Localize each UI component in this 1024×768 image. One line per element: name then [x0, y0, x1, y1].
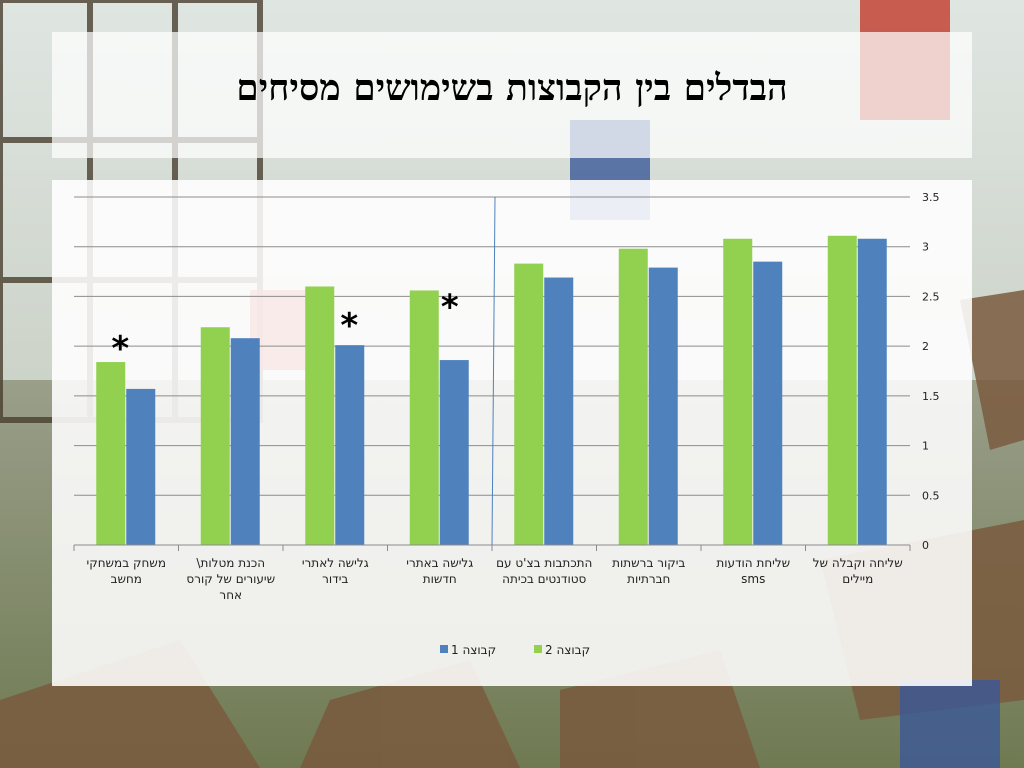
significance-star: *	[441, 287, 459, 327]
bar-group1	[439, 360, 469, 545]
x-category-label: משחק במשחקי	[87, 556, 166, 570]
legend-swatch-group1	[440, 645, 448, 653]
x-category-label: sms	[741, 572, 765, 586]
slide-title: הבדלים בין הקבוצות בשימושים מסיחים	[236, 67, 788, 109]
x-category-label: חדשות	[423, 572, 457, 586]
bar-group2	[514, 263, 544, 545]
bar-group2	[96, 362, 126, 545]
x-category-label: שליחת הודעות	[716, 556, 790, 570]
divider-line	[491, 196, 496, 546]
y-tick-label: 1.5	[922, 390, 940, 403]
legend-swatch-group2	[534, 645, 542, 653]
bar-group2	[618, 248, 648, 545]
x-category-label: ביקור ברשתות	[612, 556, 685, 570]
y-tick-label: 3.5	[922, 191, 940, 204]
title-panel	[52, 32, 972, 158]
x-category-label: מחשב	[111, 572, 142, 586]
x-category-label: חברתיות	[627, 572, 670, 586]
bar-group2	[200, 327, 230, 545]
legend-label-group2: קבוצה 2	[545, 643, 590, 657]
y-tick-label: 2	[922, 340, 929, 353]
bar-group1	[648, 267, 678, 545]
bar-group2	[305, 286, 335, 545]
x-category-label: התכתבות בצ'ט עם	[496, 556, 592, 570]
y-tick-label: 0.5	[922, 489, 940, 502]
x-category-label: שליחה וקבלה של	[813, 556, 903, 570]
bar-group2	[409, 290, 439, 545]
x-category-label: אחר	[219, 588, 242, 602]
bar-group2	[827, 235, 857, 545]
x-category-label: הכנת מטלות\	[196, 556, 265, 570]
y-tick-label: 2.5	[922, 290, 940, 303]
bar-chart: 0 0.5 1 1.5 2 2.5 3 3.5 שליחה וקבלה של מיילים שליח…	[73, 191, 940, 657]
legend-label-group1: קבוצה 1	[451, 643, 496, 657]
x-category-label: סטודנטים בכיתה	[502, 572, 586, 586]
x-category-label: מיילים	[842, 572, 873, 586]
x-category-label: גלישה לאתרי	[302, 556, 369, 570]
significance-star: *	[340, 306, 358, 346]
bar-group2	[723, 238, 753, 545]
x-category-label: שיעורים של קורס	[186, 572, 275, 586]
bar-group1	[857, 238, 887, 545]
bar-group1	[126, 388, 156, 545]
x-category-label: גלישה באתרי	[406, 556, 473, 570]
y-tick-label: 1	[922, 440, 929, 453]
x-category-label: בידור	[322, 572, 348, 586]
chart-panel: 0 0.5 1 1.5 2 2.5 3 3.5 שליחה וקבלה של מיילים שליח…	[52, 180, 972, 686]
y-tick-label: 3	[922, 241, 929, 254]
bar-group1	[230, 338, 260, 545]
y-tick-label: 0	[922, 539, 929, 552]
bar-group1	[753, 261, 783, 545]
significance-star: *	[111, 329, 129, 369]
bar-group1	[544, 277, 574, 545]
bar-group1	[335, 345, 365, 545]
